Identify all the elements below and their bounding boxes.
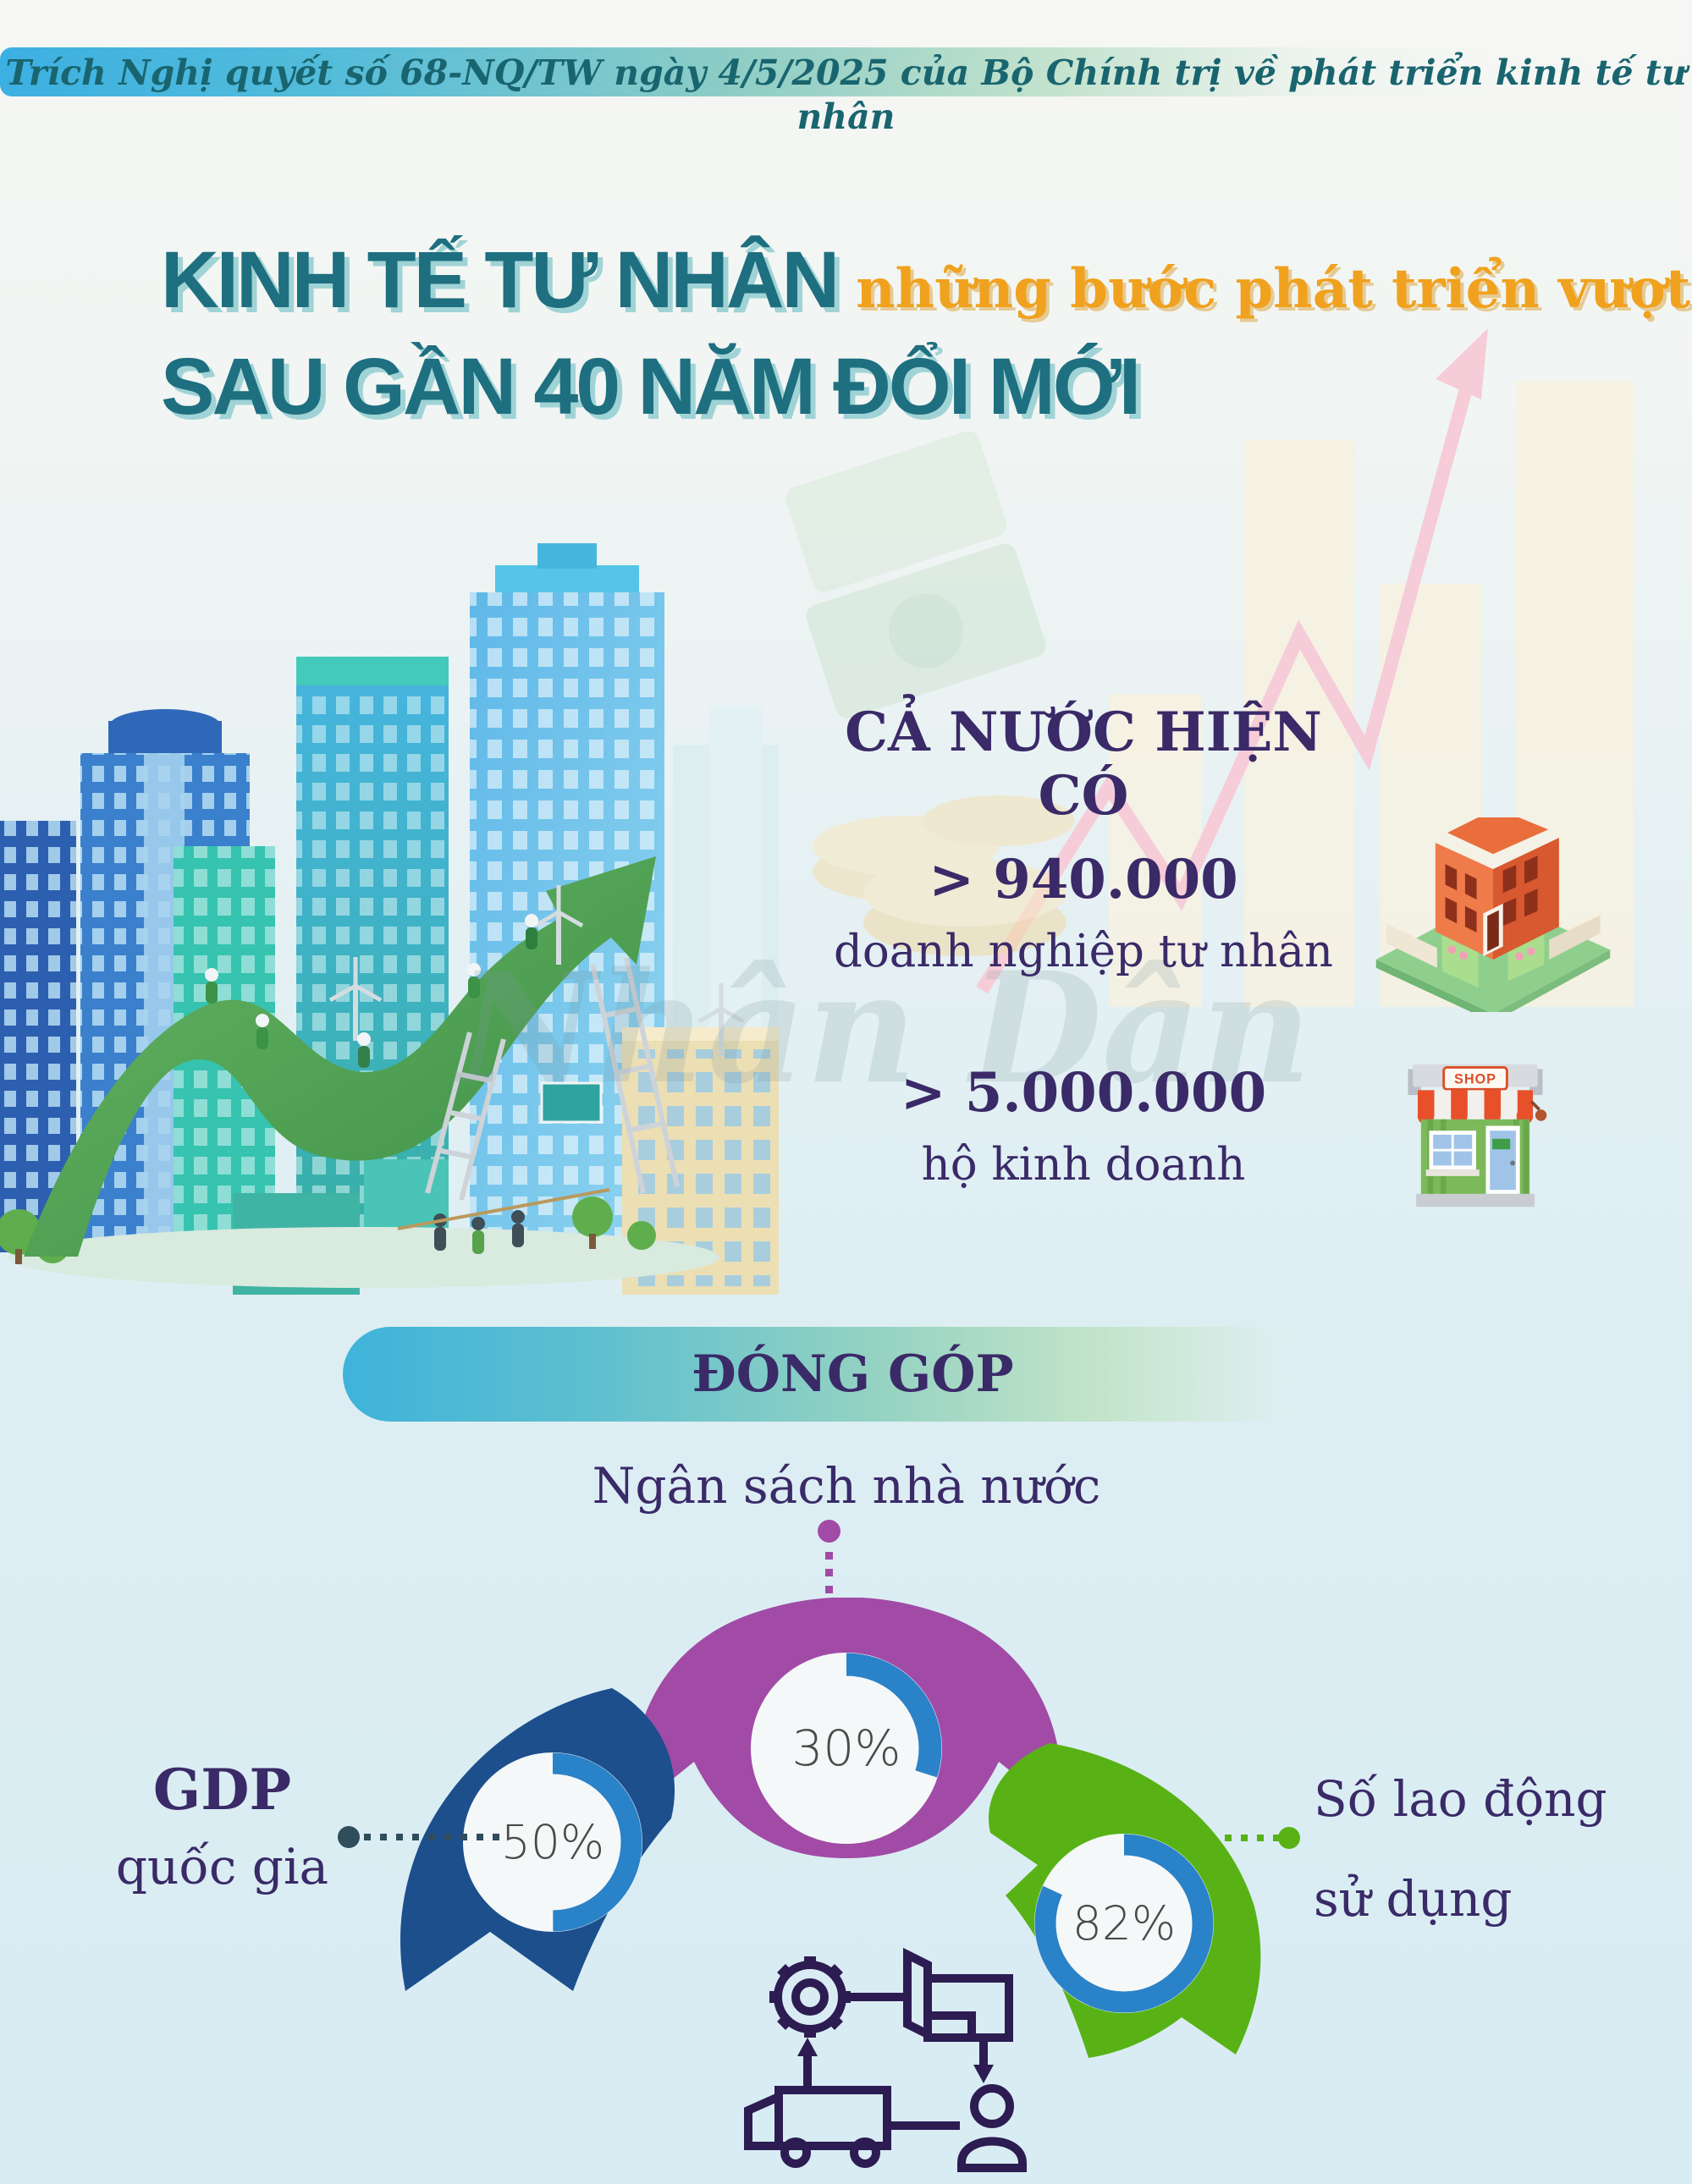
- stat-label-households: hộ kinh doanh: [921, 1139, 1246, 1191]
- truck-icon: [744, 2086, 960, 2168]
- rope: [397, 1188, 610, 1230]
- wind-turbine: [533, 885, 584, 965]
- leader-dot-budget: [818, 1520, 840, 1543]
- city-growth-illustration: [0, 543, 779, 1295]
- header-quote: Trích Nghị quyết số 68-NQ/TW ngày 4/5/20…: [5, 52, 1687, 137]
- label-labor-line1: Số lao động: [1314, 1770, 1607, 1828]
- leader-dot-gdp: [338, 1826, 360, 1848]
- stat-label-enterprises: doanh nghiệp tư nhân: [833, 926, 1334, 977]
- label-labor: Số lao động sử dụng: [1314, 1770, 1669, 1928]
- fan-labor: 82%: [989, 1743, 1261, 2058]
- label-gdp: GDP quốc gia: [76, 1762, 368, 1895]
- economy-process-icon: [744, 1947, 1027, 2172]
- skyscraper-far-left: [0, 821, 76, 1252]
- growth-arrowhead: [1436, 328, 1488, 399]
- gear-icon: [769, 1956, 851, 2038]
- ground-shadow: [8, 1227, 719, 1288]
- donut-face-labor: [1034, 1834, 1214, 2013]
- ladder: [425, 1031, 506, 1201]
- donut-ring-budget: [751, 1653, 942, 1844]
- arrow-up-icon: [797, 2038, 818, 2090]
- donut-face-budget: [751, 1653, 942, 1844]
- watermark-text: Nhân Dân: [457, 939, 1312, 1118]
- money-coins-watermark: [785, 431, 1075, 956]
- title-main: KINH TẾ TƯ NHÂN: [161, 235, 840, 325]
- coins-stack: [813, 795, 1075, 956]
- office-building-icon: [1375, 817, 1611, 1012]
- label-gdp-line1: GDP: [152, 1757, 292, 1823]
- label-budget: Ngân sách nhà nước: [592, 1457, 1101, 1515]
- shop-icon: SHOP: [1408, 1064, 1547, 1208]
- title-highlight: những bước phát triển vượt bậc: [856, 257, 1692, 321]
- donut-percent-budget: 30%: [792, 1719, 901, 1777]
- person-icon: [957, 2084, 1027, 2172]
- contrib-heading: ĐÓNG GÓP: [692, 1345, 1014, 1404]
- shop-sign: SHOP: [1454, 1072, 1496, 1087]
- wind-turbine: [328, 957, 383, 1041]
- donut-ring-gdp: [463, 1752, 642, 1932]
- growth-zigzag-line: [976, 361, 1480, 994]
- arrow-down-icon: [973, 2038, 994, 2083]
- donut-percent-labor: 82%: [1072, 1896, 1176, 1950]
- fan-budget: 30%: [631, 1598, 1062, 1858]
- wind-turbine: [697, 983, 745, 1056]
- donut-ring-labor: [1034, 1834, 1214, 2013]
- leader-line-labor: [1209, 1835, 1281, 1841]
- title-line2: SAU GẦN 40 NĂM ĐỔI MỚI: [161, 342, 1141, 432]
- donut-face-gdp: [463, 1752, 642, 1932]
- leader-line-budget: [825, 1552, 833, 1631]
- ladder: [590, 957, 680, 1194]
- donut-percent-gdp: 50%: [501, 1815, 604, 1869]
- title-block: KINH TẾ TƯ NHÂN những bước phát triển vư…: [161, 235, 1692, 325]
- factory-flag-icon: [903, 1947, 1013, 2042]
- stat-value-enterprises: > 940.000: [929, 848, 1238, 911]
- label-labor-line2: sử dụng: [1314, 1870, 1513, 1928]
- growth-arrow-ribbon: [24, 856, 656, 1257]
- label-gdp-line2: quốc gia: [115, 1838, 329, 1895]
- stats-heading: CẢ NƯỚC HIỆN CÓ: [845, 701, 1322, 828]
- people-figures: [205, 914, 610, 1254]
- stat-value-households: > 5.000.000: [900, 1061, 1267, 1125]
- leader-line-gdp: [364, 1834, 499, 1840]
- solar-panel: [540, 1081, 603, 1124]
- awning: [1417, 1090, 1534, 1125]
- header-bar: [0, 47, 1540, 96]
- contrib-banner: ĐÓNG GÓP: [343, 1327, 1363, 1422]
- fan-gdp: 50%: [400, 1688, 675, 1991]
- leader-dot-labor: [1278, 1827, 1300, 1849]
